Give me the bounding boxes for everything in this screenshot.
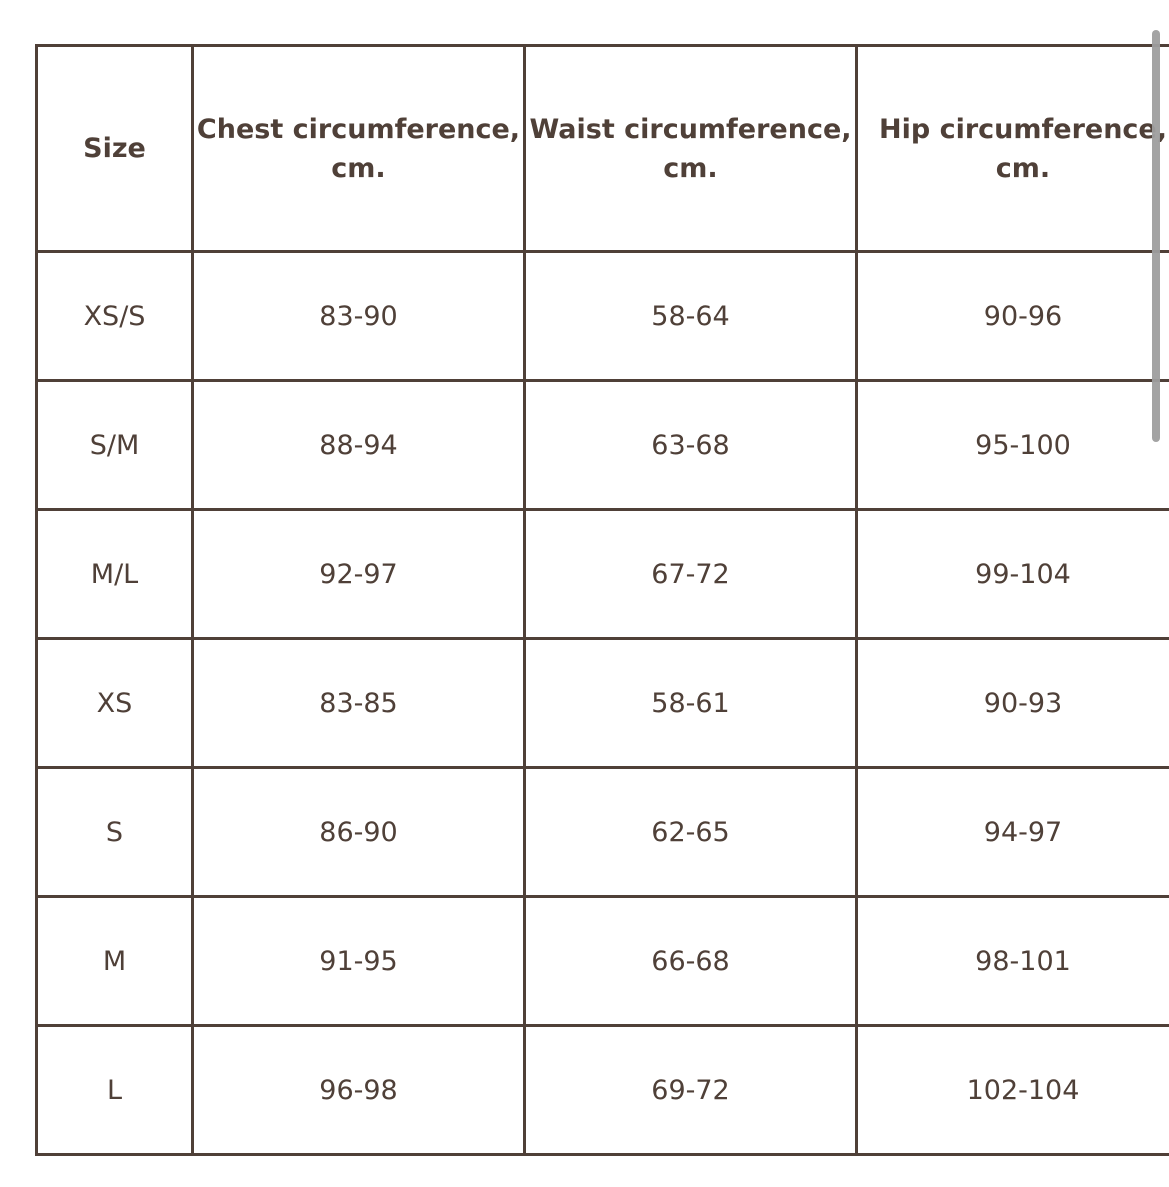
cell-chest: 86-90 (191, 766, 526, 898)
cell-chest: 91-95 (191, 895, 526, 1027)
header-hip: Hip circumference, cm. (855, 44, 1169, 253)
cell-size: S (35, 766, 194, 898)
header-size: Size (35, 44, 194, 253)
table-row: XS 83-85 58-61 90-93 (35, 637, 1169, 769)
cell-waist: 66-68 (523, 895, 858, 1027)
table-row: L 96-98 69-72 102-104 (35, 1024, 1169, 1156)
cell-chest: 83-90 (191, 250, 526, 382)
cell-size: M (35, 895, 194, 1027)
cell-size: S/M (35, 379, 194, 511)
table-row: M/L 92-97 67-72 99-104 (35, 508, 1169, 640)
cell-waist: 67-72 (523, 508, 858, 640)
cell-waist: 58-61 (523, 637, 858, 769)
header-waist: Waist circumference, cm. (523, 44, 858, 253)
table-row: S 86-90 62-65 94-97 (35, 766, 1169, 898)
cell-size: XS (35, 637, 194, 769)
cell-size: L (35, 1024, 194, 1156)
cell-waist: 63-68 (523, 379, 858, 511)
cell-hip: 99-104 (855, 508, 1169, 640)
cell-chest: 96-98 (191, 1024, 526, 1156)
table-row: XS/S 83-90 58-64 90-96 (35, 250, 1169, 382)
cell-chest: 83-85 (191, 637, 526, 769)
cell-hip: 95-100 (855, 379, 1169, 511)
header-row: Size Chest circumference, cm. Waist circ… (35, 44, 1169, 253)
cell-waist: 58-64 (523, 250, 858, 382)
cell-hip: 94-97 (855, 766, 1169, 898)
cell-hip: 90-96 (855, 250, 1169, 382)
cell-hip: 98-101 (855, 895, 1169, 1027)
cell-waist: 62-65 (523, 766, 858, 898)
cell-hip: 90-93 (855, 637, 1169, 769)
cell-size: XS/S (35, 250, 194, 382)
cell-chest: 88-94 (191, 379, 526, 511)
cell-size: M/L (35, 508, 194, 640)
table-row: M 91-95 66-68 98-101 (35, 895, 1169, 1027)
cell-waist: 69-72 (523, 1024, 858, 1156)
size-chart-table: Size Chest circumference, cm. Waist circ… (35, 44, 1169, 1156)
scrollbar[interactable] (1152, 30, 1160, 442)
cell-hip: 102-104 (855, 1024, 1169, 1156)
header-chest: Chest circumference, cm. (191, 44, 526, 253)
cell-chest: 92-97 (191, 508, 526, 640)
table-row: S/M 88-94 63-68 95-100 (35, 379, 1169, 511)
